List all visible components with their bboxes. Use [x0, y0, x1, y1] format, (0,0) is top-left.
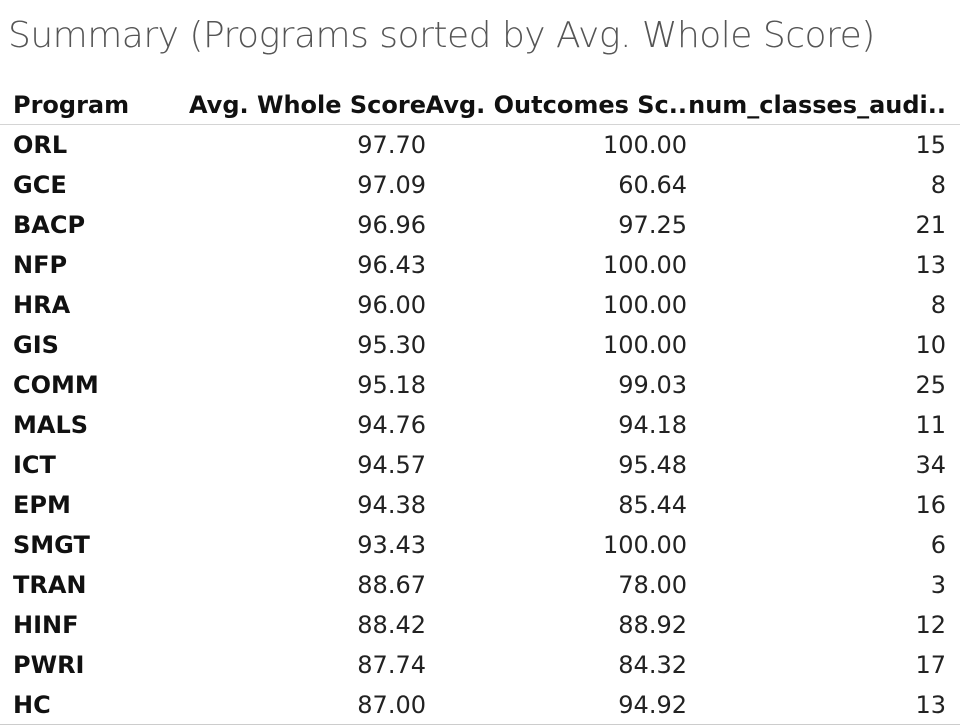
table-row[interactable]: EPM 94.38 85.44 16: [0, 485, 960, 525]
avg-whole-score-cell: 96.43: [357, 251, 426, 279]
table-body: ORL 97.70 100.00 15 GCE 97.09 60.64 8 BACP 96.96 9…: [0, 125, 960, 725]
table-row[interactable]: MALS 94.76 94.18 11: [0, 405, 960, 445]
avg-outcomes-score-cell: 94.18: [618, 411, 687, 439]
num-classes-audited-cell: 17: [915, 651, 946, 679]
avg-outcomes-score-cell: 88.92: [618, 611, 687, 639]
avg-outcomes-score-cell: 100.00: [603, 291, 687, 319]
avg-whole-score-cell: 93.43: [357, 531, 426, 559]
program-cell: TRAN: [13, 571, 87, 599]
num-classes-audited-cell: 10: [915, 331, 946, 359]
table-row[interactable]: ICT 94.57 95.48 34: [0, 445, 960, 485]
avg-whole-score-cell: 88.42: [357, 611, 426, 639]
avg-whole-score-cell: 95.18: [357, 371, 426, 399]
program-cell: BACP: [13, 211, 86, 239]
program-cell: EPM: [13, 491, 71, 519]
num-classes-audited-cell: 13: [915, 251, 946, 279]
program-cell: SMGT: [13, 531, 90, 559]
table-row[interactable]: GCE 97.09 60.64 8: [0, 165, 960, 205]
table-row[interactable]: PWRI 87.74 84.32 17: [0, 645, 960, 685]
program-cell: GCE: [13, 171, 67, 199]
table-bottom-border: [0, 724, 960, 725]
avg-outcomes-score-cell: 95.48: [618, 451, 687, 479]
table-row[interactable]: TRAN 88.67 78.00 3: [0, 565, 960, 605]
program-cell: ORL: [13, 131, 68, 159]
num-classes-audited-cell: 16: [915, 491, 946, 519]
avg-outcomes-score-cell: 100.00: [603, 331, 687, 359]
table-row[interactable]: HRA 96.00 100.00 8: [0, 285, 960, 325]
program-cell: HC: [13, 691, 51, 719]
avg-whole-score-cell: 94.57: [357, 451, 426, 479]
avg-outcomes-score-cell: 85.44: [618, 491, 687, 519]
avg-outcomes-score-cell: 60.64: [618, 171, 687, 199]
table-row[interactable]: HC 87.00 94.92 13: [0, 685, 960, 725]
num-classes-audited-cell: 3: [930, 571, 946, 599]
program-cell: PWRI: [13, 651, 85, 679]
avg-outcomes-score-cell: 78.00: [618, 571, 687, 599]
num-classes-audited-cell: 11: [915, 411, 946, 439]
avg-whole-score-cell: 97.09: [357, 171, 426, 199]
num-classes-audited-cell: 34: [915, 451, 946, 479]
avg-whole-score-cell: 96.96: [357, 211, 426, 239]
table-row[interactable]: GIS 95.30 100.00 10: [0, 325, 960, 365]
num-classes-audited-cell: 25: [915, 371, 946, 399]
avg-outcomes-score-cell: 100.00: [603, 531, 687, 559]
table-row[interactable]: HINF 88.42 88.92 12: [0, 605, 960, 645]
program-cell: COMM: [13, 371, 99, 399]
avg-outcomes-score-cell: 100.00: [603, 131, 687, 159]
avg-whole-score-cell: 87.74: [357, 651, 426, 679]
avg-outcomes-score-cell: 97.25: [618, 211, 687, 239]
program-cell: HRA: [13, 291, 71, 319]
avg-whole-score-cell: 88.67: [357, 571, 426, 599]
program-cell: NFP: [13, 251, 68, 279]
table-row[interactable]: SMGT 93.43 100.00 6: [0, 525, 960, 565]
table-row[interactable]: BACP 96.96 97.25 21: [0, 205, 960, 245]
avg-whole-score-cell: 97.70: [357, 131, 426, 159]
avg-outcomes-score-cell: 84.32: [618, 651, 687, 679]
column-header-avg-whole-score[interactable]: Avg. Whole Score: [188, 91, 426, 119]
avg-whole-score-cell: 87.00: [357, 691, 426, 719]
table-row[interactable]: ORL 97.70 100.00 15: [0, 125, 960, 165]
table-title: Summary (Programs sorted by Avg. Whole S…: [8, 15, 875, 56]
summary-table: Program Avg. Whole Score Avg. Outcomes S…: [0, 86, 960, 725]
num-classes-audited-cell: 13: [915, 691, 946, 719]
num-classes-audited-cell: 15: [915, 131, 946, 159]
avg-whole-score-cell: 96.00: [357, 291, 426, 319]
num-classes-audited-cell: 8: [930, 291, 946, 319]
avg-outcomes-score-cell: 94.92: [618, 691, 687, 719]
program-cell: GIS: [13, 331, 59, 359]
avg-whole-score-cell: 94.38: [357, 491, 426, 519]
column-header-num-classes-audited[interactable]: num_classes_audi..: [688, 91, 946, 119]
num-classes-audited-cell: 6: [930, 531, 946, 559]
num-classes-audited-cell: 12: [915, 611, 946, 639]
table-row[interactable]: COMM 95.18 99.03 25: [0, 365, 960, 405]
avg-outcomes-score-cell: 100.00: [603, 251, 687, 279]
program-cell: ICT: [13, 451, 56, 479]
column-header-avg-outcomes-score[interactable]: Avg. Outcomes Sc..: [425, 91, 687, 119]
program-cell: HINF: [13, 611, 79, 639]
program-cell: MALS: [13, 411, 89, 439]
table-header-row: Program Avg. Whole Score Avg. Outcomes S…: [0, 86, 960, 125]
avg-whole-score-cell: 94.76: [357, 411, 426, 439]
table-row[interactable]: NFP 96.43 100.00 13: [0, 245, 960, 285]
avg-whole-score-cell: 95.30: [357, 331, 426, 359]
avg-outcomes-score-cell: 99.03: [618, 371, 687, 399]
column-header-program[interactable]: Program: [13, 91, 130, 119]
num-classes-audited-cell: 21: [915, 211, 946, 239]
num-classes-audited-cell: 8: [930, 171, 946, 199]
